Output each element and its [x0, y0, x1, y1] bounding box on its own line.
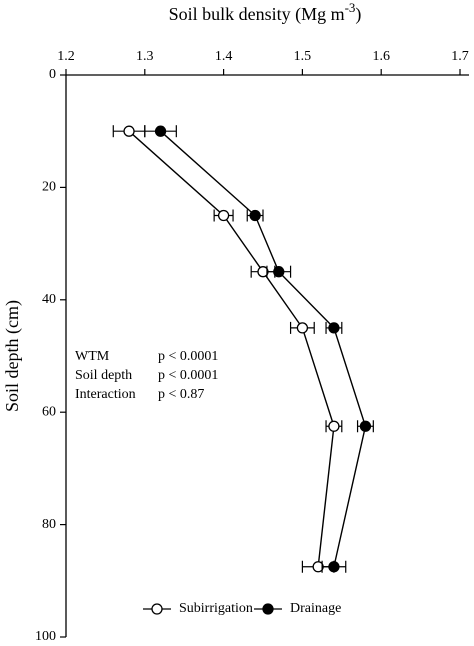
series-line [160, 130, 367, 567]
legend-marker [262, 603, 274, 615]
x-tick-label: 1.7 [451, 49, 469, 64]
y-tick-label: 60 [42, 404, 56, 419]
y-tick-label: 80 [42, 517, 56, 532]
data-point [296, 322, 309, 334]
annotation-text: p < 0.0001 [158, 349, 218, 364]
y-tick-label: 40 [42, 292, 56, 307]
x-title-text: Soil bulk density (Mg m [169, 4, 345, 25]
x-tick-label: 1.3 [136, 49, 154, 64]
data-point [273, 266, 285, 278]
y-axis-title: Soil depth (cm) [2, 300, 23, 412]
annotation-text: p < 0.0001 [158, 368, 218, 383]
x-axis-title: Soil bulk density (Mg m-3) [169, 0, 362, 25]
data-point [123, 125, 135, 137]
legend-label: Drainage [290, 601, 341, 616]
series-line [128, 130, 335, 567]
data-point [359, 420, 372, 432]
annotation-text: p < 0.87 [158, 387, 204, 402]
x-title-superscript: -3 [345, 0, 356, 15]
data-point [217, 209, 230, 222]
y-tick-label: 0 [49, 67, 56, 82]
data-point [328, 322, 340, 334]
annotation-label: WTM [75, 349, 110, 364]
legend-marker [151, 603, 163, 615]
annotation-label: Interaction [75, 387, 136, 402]
data-point [328, 420, 340, 432]
y-tick-label: 100 [35, 629, 56, 644]
annotation-label: Soil depth [75, 368, 132, 383]
y-tick-label: 20 [42, 180, 56, 195]
data-point [249, 209, 261, 222]
x-tick-label: 1.2 [57, 49, 75, 64]
x-title-suffix: ) [355, 4, 361, 25]
legend-label: Subirrigation [179, 601, 253, 616]
x-tick-label: 1.5 [294, 49, 312, 64]
x-tick-label: 1.6 [372, 49, 390, 64]
data-point [328, 561, 340, 573]
x-tick-label: 1.4 [215, 49, 233, 64]
data-point [154, 125, 167, 137]
